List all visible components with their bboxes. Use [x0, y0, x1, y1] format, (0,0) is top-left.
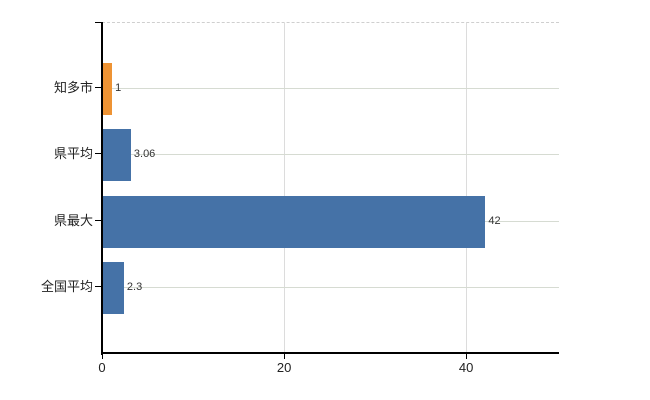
x-axis-tick [102, 354, 103, 359]
bar-県平均[interactable] [103, 129, 131, 182]
horizontal-gridline [102, 286, 559, 288]
x-tick-label: 0 [98, 360, 106, 375]
x-axis-tick [284, 354, 286, 359]
value-label: 2.3 [126, 280, 143, 293]
y-axis-top-tick [95, 22, 102, 23]
x-axis-tick [466, 354, 468, 359]
horizontal-gridline [102, 88, 559, 90]
y-axis-tick [95, 87, 102, 89]
y-axis-tick [95, 153, 102, 155]
value-label: 3.06 [133, 148, 156, 161]
y-axis-line [101, 22, 103, 355]
x-tick-label: 40 [458, 360, 474, 375]
category-label-県平均: 県平均 [53, 146, 93, 162]
horizontal-gridline [102, 154, 559, 156]
bar-全国平均[interactable] [103, 261, 124, 314]
vertical-gridline [284, 23, 286, 353]
y-axis-tick [95, 285, 102, 287]
bar-県最大[interactable] [103, 195, 486, 248]
category-label-全国平均: 全国平均 [40, 278, 93, 294]
plot-area: 1 3.06 42 2.3 [102, 22, 559, 353]
x-tick-label: 20 [276, 360, 292, 375]
y-axis-tick [95, 219, 102, 221]
x-axis-line [101, 352, 559, 354]
category-label-知多市: 知多市 [53, 80, 93, 96]
value-label: 1 [115, 82, 122, 95]
vertical-gridline [466, 23, 468, 353]
value-label: 42 [488, 214, 501, 227]
category-label-県最大: 県最大 [53, 212, 93, 228]
bar-知多市[interactable] [103, 63, 113, 116]
